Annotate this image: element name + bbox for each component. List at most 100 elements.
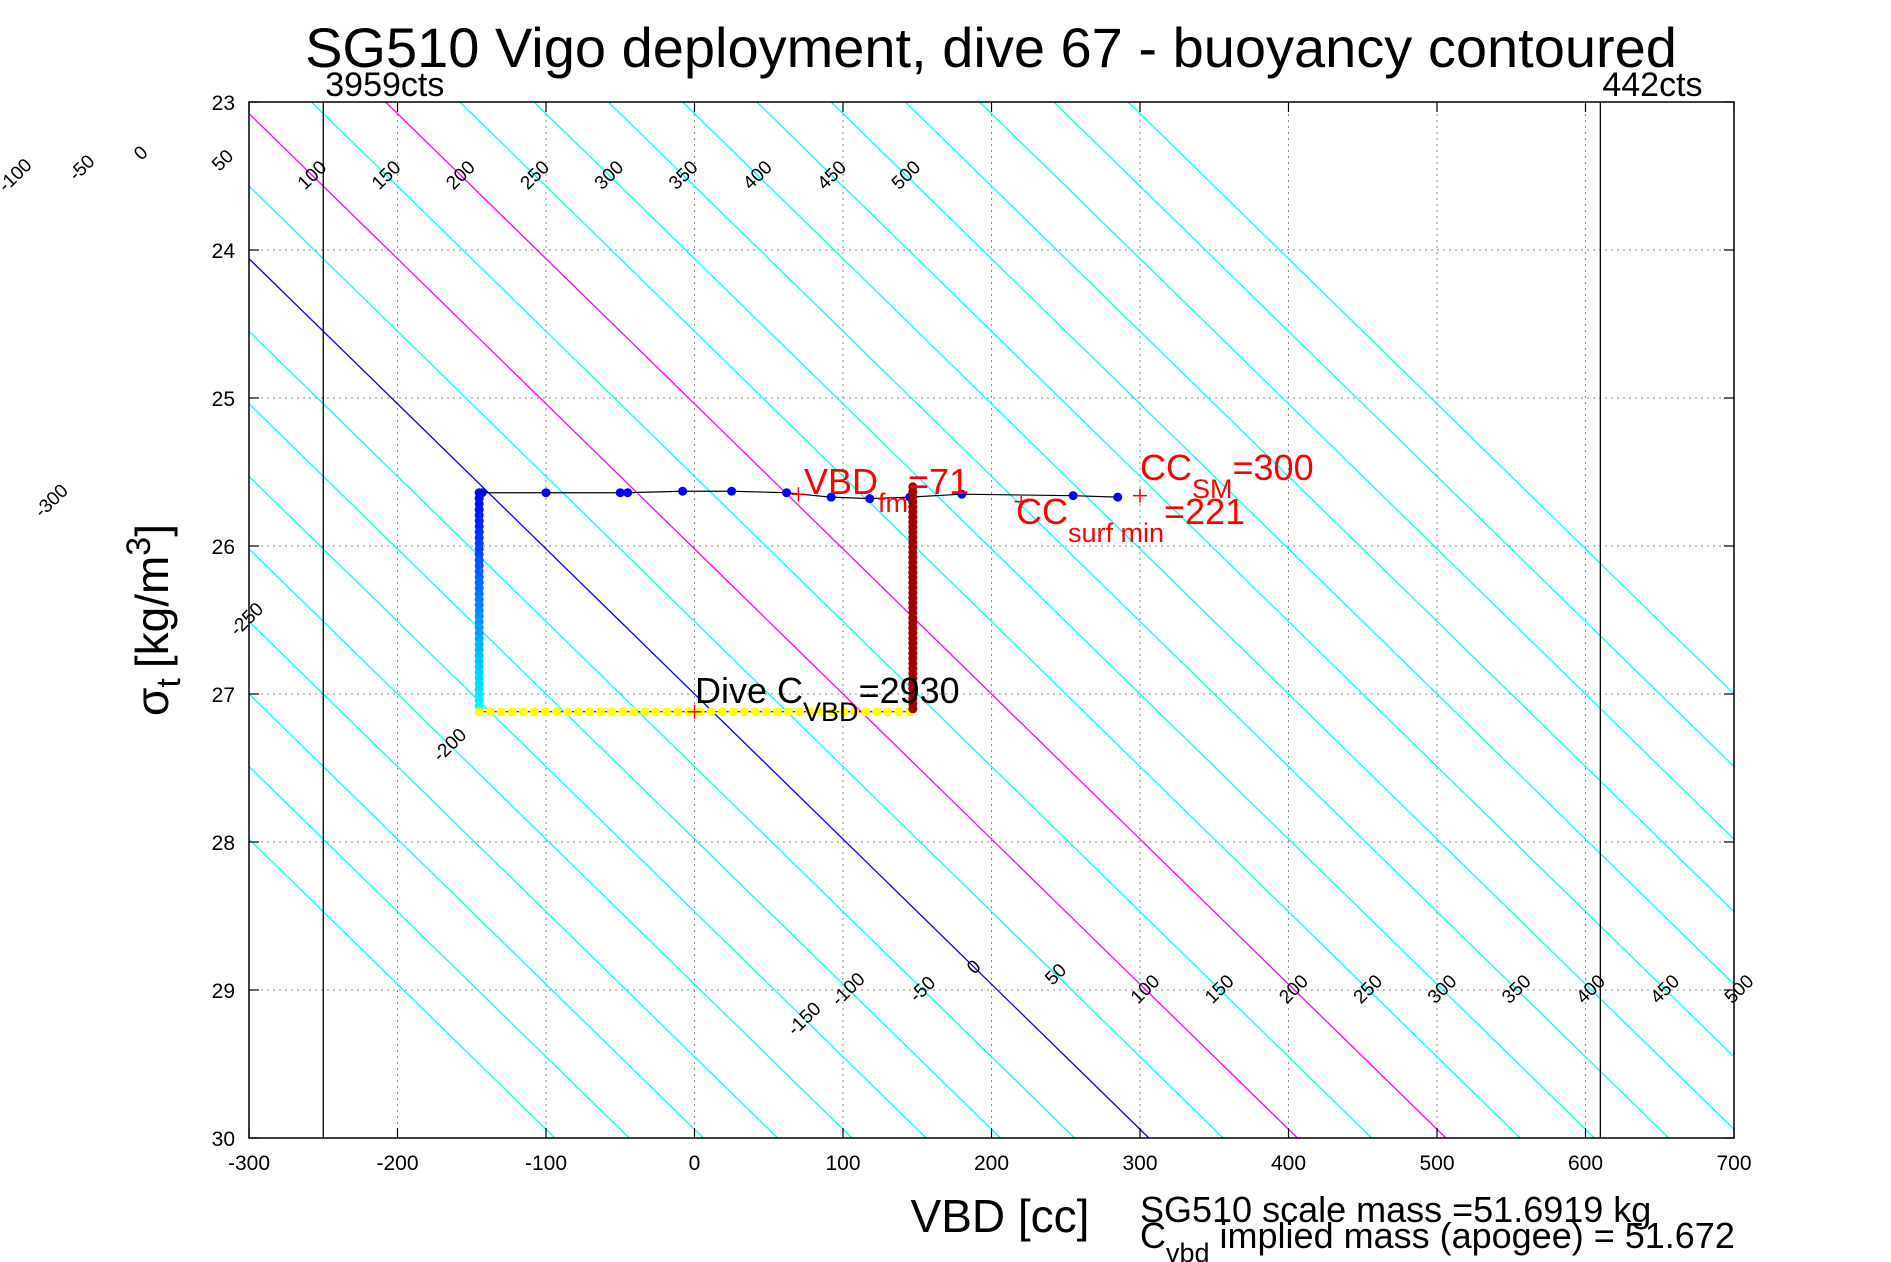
bottom-point	[540, 707, 550, 717]
plus-marker	[791, 487, 806, 502]
bottom-point	[816, 707, 826, 717]
x-tick-label: 700	[1716, 1152, 1751, 1175]
contour-line	[533, 102, 1595, 1138]
bottom-point	[651, 707, 661, 717]
plus-marker	[687, 704, 702, 719]
contour-label: 50	[208, 146, 238, 176]
y-label-unit: [kg/m	[126, 556, 178, 668]
x-tick-label: -200	[376, 1152, 418, 1175]
contour-line	[310, 102, 1373, 1138]
y-tick-label: 23	[212, 92, 235, 115]
dive-data-series	[474, 482, 1123, 717]
x-tick-label: 500	[1419, 1152, 1454, 1175]
y-label-sub: t	[150, 678, 188, 688]
bottom-point	[485, 707, 495, 717]
x-tick-label: 100	[825, 1152, 860, 1175]
contour-line	[249, 257, 1150, 1138]
surface-point	[727, 486, 737, 496]
x-tick-label: 0	[689, 1152, 701, 1175]
y-axis-label: σt [kg/m3]	[120, 524, 188, 716]
y-label-sup: 3	[120, 537, 158, 556]
surface-point	[1113, 492, 1123, 502]
annotation-vbd-fm: VBDfm=71	[804, 461, 969, 518]
bottom-point	[496, 707, 506, 717]
y-tick-label: 29	[212, 980, 235, 1003]
footer-scale-mass: SG510 scale mass =51.6919 kg	[1140, 1189, 1651, 1230]
bottom-point	[474, 707, 484, 717]
contour-line	[249, 838, 556, 1138]
contour-line	[249, 475, 927, 1138]
bottom-point	[894, 707, 904, 717]
buoyancy-contours	[249, 102, 1734, 1138]
y-axis-ticks: 23 24 25 26 27 28 29 30	[212, 92, 1734, 1151]
bottom-point	[772, 707, 782, 717]
climb-point	[908, 482, 918, 492]
x-tick-label: 300	[1122, 1152, 1157, 1175]
surface-point	[1068, 491, 1078, 501]
contour-line	[249, 330, 1076, 1138]
annotation-dive-cvbd: Dive CVBD=2930	[695, 670, 960, 727]
bottom-point	[783, 707, 793, 717]
contour-label: -50	[65, 151, 99, 185]
bottom-point	[839, 707, 849, 717]
bottom-point	[585, 707, 595, 717]
surface-point	[678, 486, 688, 496]
bottom-point	[861, 707, 871, 717]
bottom-point	[640, 707, 650, 717]
bottom-point	[750, 707, 760, 717]
reference-markers	[687, 487, 1147, 719]
surface-point	[623, 488, 633, 498]
bottom-point	[728, 707, 738, 717]
contour-line	[249, 765, 630, 1138]
surface-point	[826, 492, 836, 502]
contour-label: -300	[31, 480, 73, 522]
contour-line	[682, 102, 1734, 1131]
bottom-point	[607, 707, 617, 717]
bottom-point	[805, 707, 815, 717]
y-tick-label: 27	[212, 684, 235, 707]
x-axis-label: VBD [cc]	[911, 1190, 1090, 1242]
annotation-cc-surf: CCsurf min=221	[1016, 491, 1245, 548]
contour-label: 0	[130, 142, 152, 164]
y-tick-label: 26	[212, 536, 235, 559]
bottom-point	[618, 707, 628, 717]
bottom-point	[706, 707, 716, 717]
bottom-point	[828, 707, 838, 717]
bottom-point	[574, 707, 584, 717]
bottom-point	[529, 707, 539, 717]
contour-line	[249, 620, 779, 1138]
plus-marker	[1014, 494, 1029, 509]
bottom-point	[507, 707, 517, 717]
contour-line	[979, 102, 1734, 841]
contour-line	[830, 102, 1734, 986]
grid-lines	[249, 102, 1734, 1138]
surface-point	[957, 489, 967, 499]
bottom-point	[662, 707, 672, 717]
surface-point	[865, 494, 875, 504]
bottom-point	[883, 707, 893, 717]
bottom-point	[551, 707, 561, 717]
chart-title: SG510 Vigo deployment, dive 67 - buoyanc…	[305, 16, 1677, 79]
contour-line	[1053, 102, 1734, 768]
x-tick-label: 200	[974, 1152, 1009, 1175]
contour-line	[249, 693, 704, 1138]
bottom-point	[850, 707, 860, 717]
bottom-point	[739, 707, 749, 717]
contour-line	[904, 102, 1734, 913]
contour-line	[756, 102, 1734, 1058]
x-tick-label: -300	[228, 1152, 270, 1175]
plus-marker	[1133, 488, 1147, 503]
bottom-point	[596, 707, 606, 717]
bottom-point	[518, 707, 528, 717]
bottom-point	[717, 707, 727, 717]
contour-line	[459, 102, 1521, 1138]
y-tick-label: 28	[212, 832, 235, 855]
bottom-point	[563, 707, 573, 717]
surface-point	[782, 488, 792, 498]
surface-point	[615, 488, 625, 498]
footer-implied-mass: Cvbd implied mass (apogee) = 51.672	[1140, 1215, 1735, 1262]
surface-point	[541, 488, 551, 498]
x-tick-label: -100	[525, 1152, 567, 1175]
